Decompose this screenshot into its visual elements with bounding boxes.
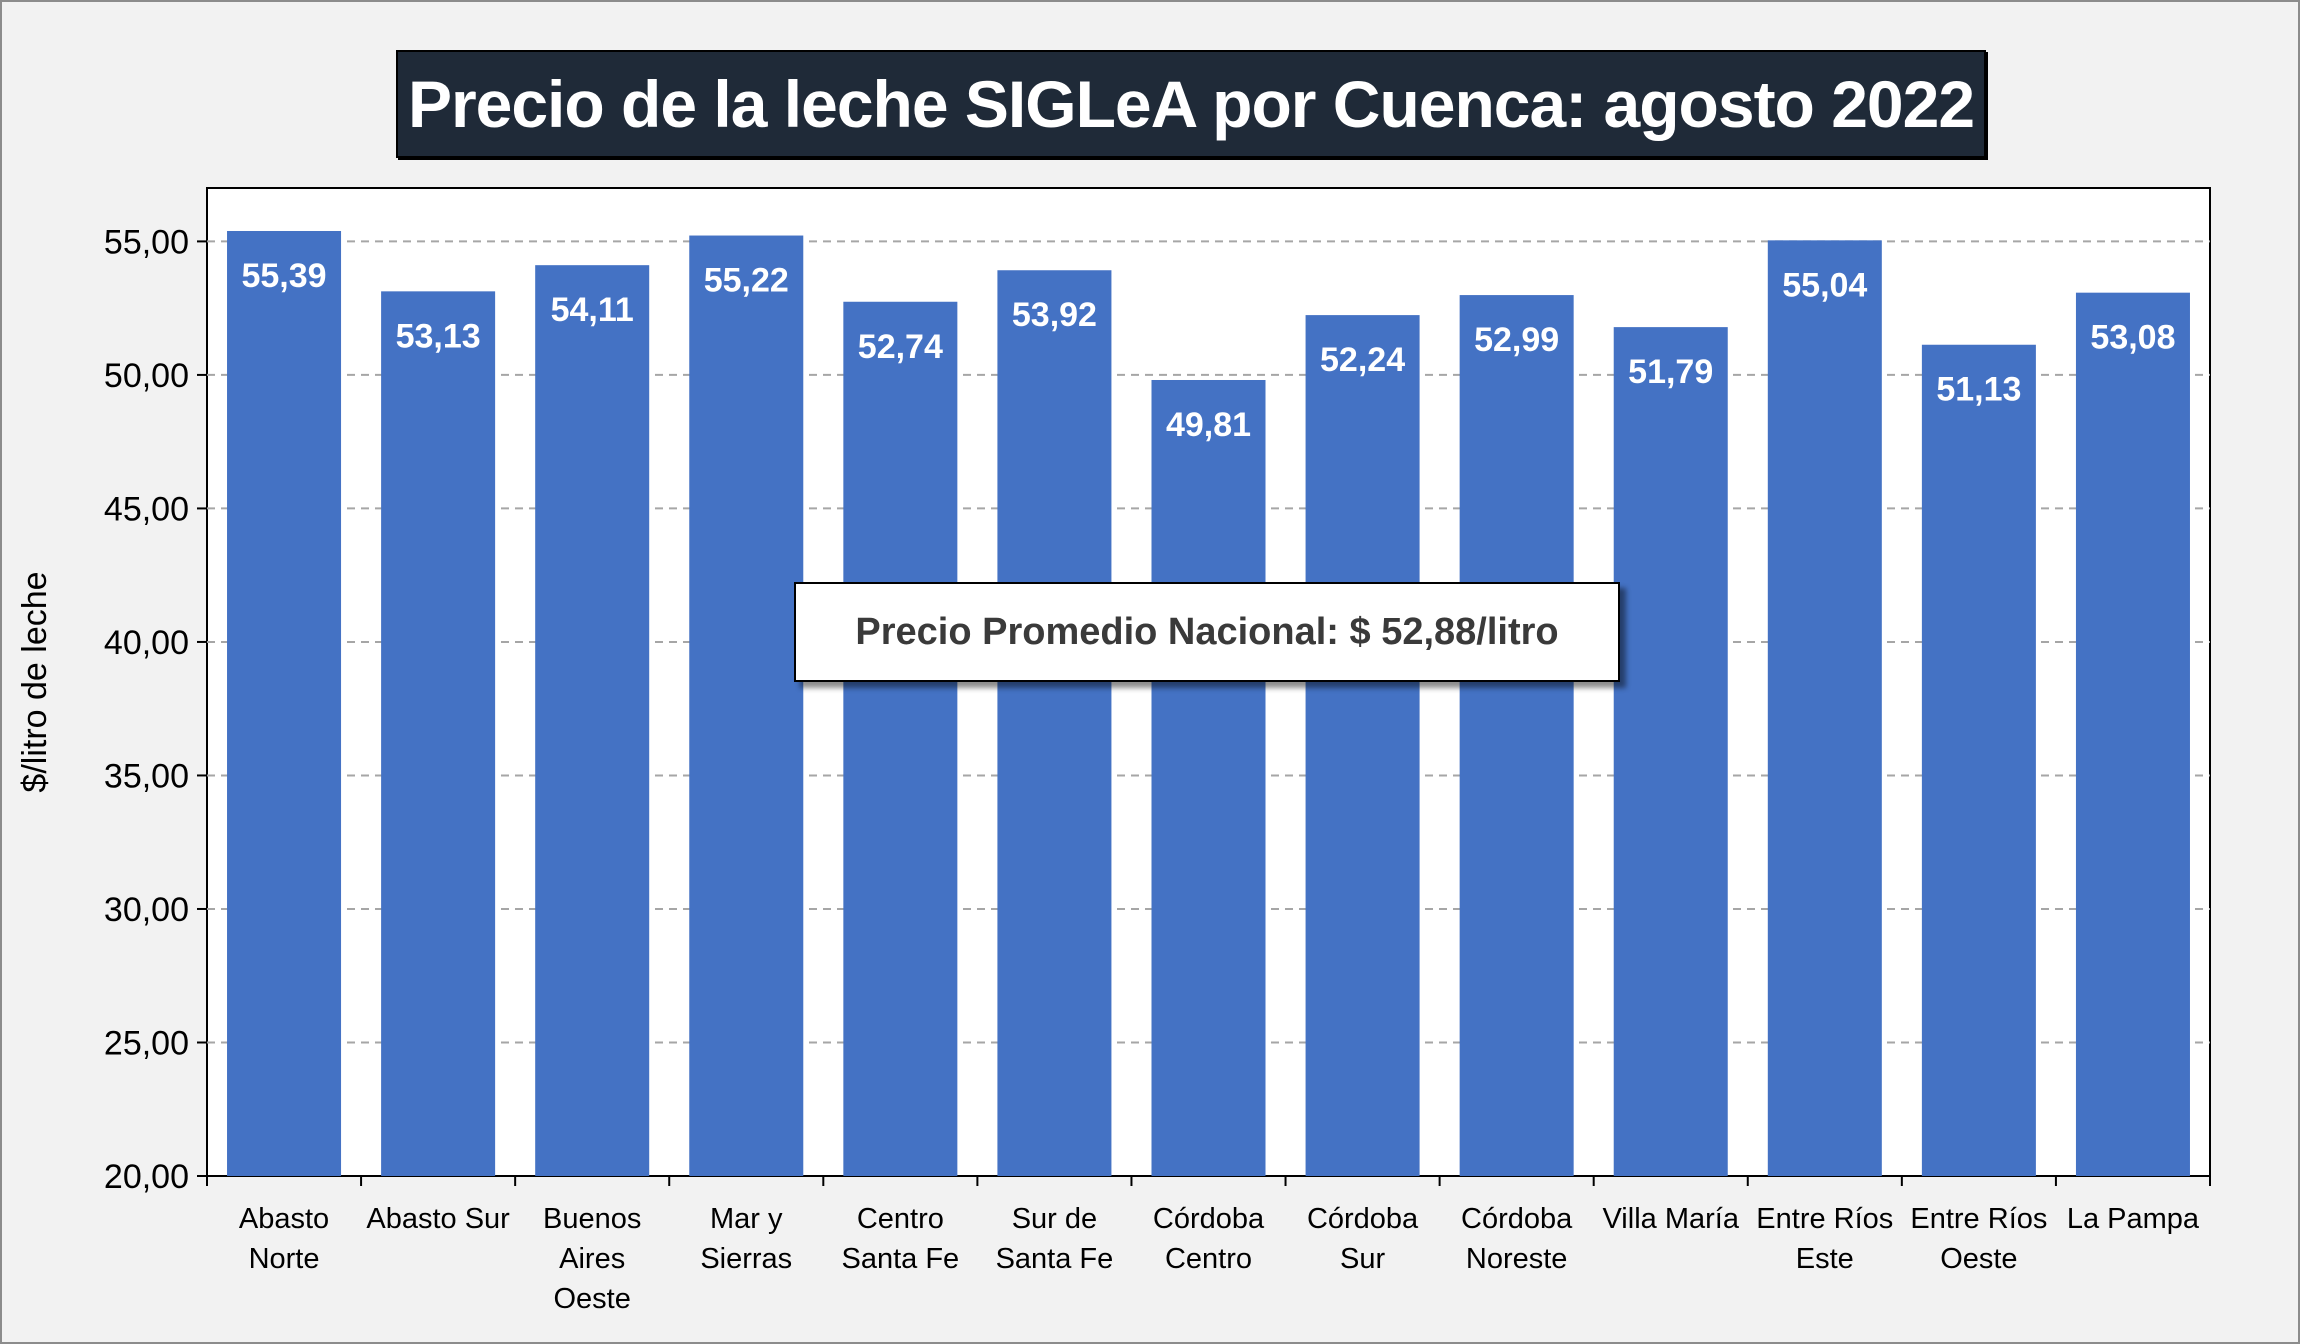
x-tick-label: Sur de Santa Fe xyxy=(996,1203,1114,1275)
x-tick-label: Villa María xyxy=(1602,1203,1739,1235)
bar xyxy=(535,265,650,1177)
x-tick-label: Buenos Aires Oeste xyxy=(543,1203,641,1315)
x-tick-label-line: Centro xyxy=(1165,1243,1252,1275)
x-tick-label: Entre Ríos Oeste xyxy=(1910,1203,2047,1275)
x-tick-label: Centro Santa Fe xyxy=(842,1203,960,1275)
x-tick-label-line: Sur de xyxy=(1012,1203,1097,1235)
x-tick-label-line: Centro xyxy=(857,1203,944,1235)
x-tick-label: Córdoba Sur xyxy=(1307,1203,1419,1275)
y-tick-label: 30,00 xyxy=(104,891,189,929)
x-tick-label-line: Este xyxy=(1796,1243,1854,1275)
bar-value-label: 53,13 xyxy=(396,317,481,355)
y-tick-label: 35,00 xyxy=(104,757,189,795)
bar xyxy=(1459,295,1574,1176)
y-tick-label: 45,00 xyxy=(104,490,189,528)
y-axis-ticks: 20,00 25,00 30,00 35,00 40,00 45,00 50,00 55,00 xyxy=(104,223,207,1196)
x-tick-label-line: Córdoba xyxy=(1307,1203,1419,1235)
x-tick-label-line: Norte xyxy=(249,1243,320,1275)
bar xyxy=(843,301,958,1176)
x-tick-label-line: Oeste xyxy=(554,1283,631,1315)
x-tick-label-line: Santa Fe xyxy=(996,1243,1114,1275)
x-tick-label-line: Sierras xyxy=(700,1243,792,1275)
bar-value-label: 55,22 xyxy=(704,262,789,300)
bar xyxy=(1613,327,1728,1176)
y-tick-label: 55,00 xyxy=(104,223,189,261)
y-axis-label: $/litro de leche xyxy=(16,571,54,792)
x-tick-label: Mar y Sierras xyxy=(700,1203,792,1275)
x-tick-label-line: Entre Ríos xyxy=(1910,1203,2047,1235)
bar-value-label: 55,39 xyxy=(241,257,326,295)
bar-value-label: 51,79 xyxy=(1628,353,1713,391)
x-tick-label-line: Oeste xyxy=(1940,1243,2017,1275)
x-tick-label: Abasto Sur xyxy=(366,1203,510,1235)
x-tick-label-line: Noreste xyxy=(1466,1243,1568,1275)
x-tick-label-line: Sur xyxy=(1340,1243,1385,1275)
x-tick-label-line: Santa Fe xyxy=(842,1243,960,1275)
bar xyxy=(1151,379,1266,1176)
bar-value-label: 53,92 xyxy=(1012,296,1097,334)
bar-value-label: 51,13 xyxy=(1936,371,2021,409)
x-tick-label: Entre Ríos Este xyxy=(1756,1203,1893,1275)
bar-value-label: 53,08 xyxy=(2090,319,2175,357)
bar xyxy=(227,230,342,1177)
x-tick-label-line: Abasto xyxy=(239,1203,329,1235)
x-tick-label-line: La Pampa xyxy=(2067,1203,2200,1235)
x-tick-label: Córdoba Centro xyxy=(1153,1203,1265,1275)
bar-value-label: 49,81 xyxy=(1166,406,1251,444)
national-average-note: Precio Promedio Nacional: $ 52,88/litro xyxy=(794,582,1620,682)
bar-value-label: 52,74 xyxy=(858,328,943,366)
x-tick-label-line: Córdoba xyxy=(1461,1203,1573,1235)
bars xyxy=(227,230,2190,1177)
x-tick-label: La Pampa xyxy=(2067,1203,2200,1235)
x-tick-label-line: Abasto Sur xyxy=(366,1203,510,1235)
bar xyxy=(689,235,804,1176)
x-tick-label-line: Entre Ríos xyxy=(1756,1203,1893,1235)
y-tick-label: 20,00 xyxy=(104,1158,189,1196)
bar-value-label: 54,11 xyxy=(551,291,634,329)
x-tick-label: Abasto Norte xyxy=(239,1203,329,1275)
data-labels: 55,39 53,13 54,11 55,22 52,74 53,92 49,81 52,24… xyxy=(241,257,2175,444)
bar xyxy=(2075,292,2190,1177)
y-tick-label: 25,00 xyxy=(104,1024,189,1062)
y-tick-label: 40,00 xyxy=(104,624,189,662)
x-tick-label-line: Villa María xyxy=(1602,1203,1739,1235)
y-tick-label: 50,00 xyxy=(104,357,189,395)
bar xyxy=(997,270,1112,1176)
bar xyxy=(381,291,496,1176)
bar-value-label: 55,04 xyxy=(1782,266,1867,304)
x-tick-label-line: Córdoba xyxy=(1153,1203,1265,1235)
x-axis-ticks: Abasto Norte Abasto Sur Buenos Aires Oeste Mar… xyxy=(206,1176,2211,1315)
bar xyxy=(1921,344,2036,1176)
bar xyxy=(1305,315,1420,1176)
chart-title: Precio de la leche SIGLeA por Cuenca: ag… xyxy=(396,50,1986,158)
bar xyxy=(1767,240,1882,1177)
x-tick-label: Córdoba Noreste xyxy=(1461,1203,1573,1275)
x-tick-label-line: Mar y xyxy=(710,1203,783,1235)
x-tick-label-line: Aires xyxy=(559,1243,625,1275)
x-tick-label-line: Buenos xyxy=(543,1203,641,1235)
bar-value-label: 52,24 xyxy=(1320,341,1405,379)
bar-value-label: 52,99 xyxy=(1474,321,1559,359)
